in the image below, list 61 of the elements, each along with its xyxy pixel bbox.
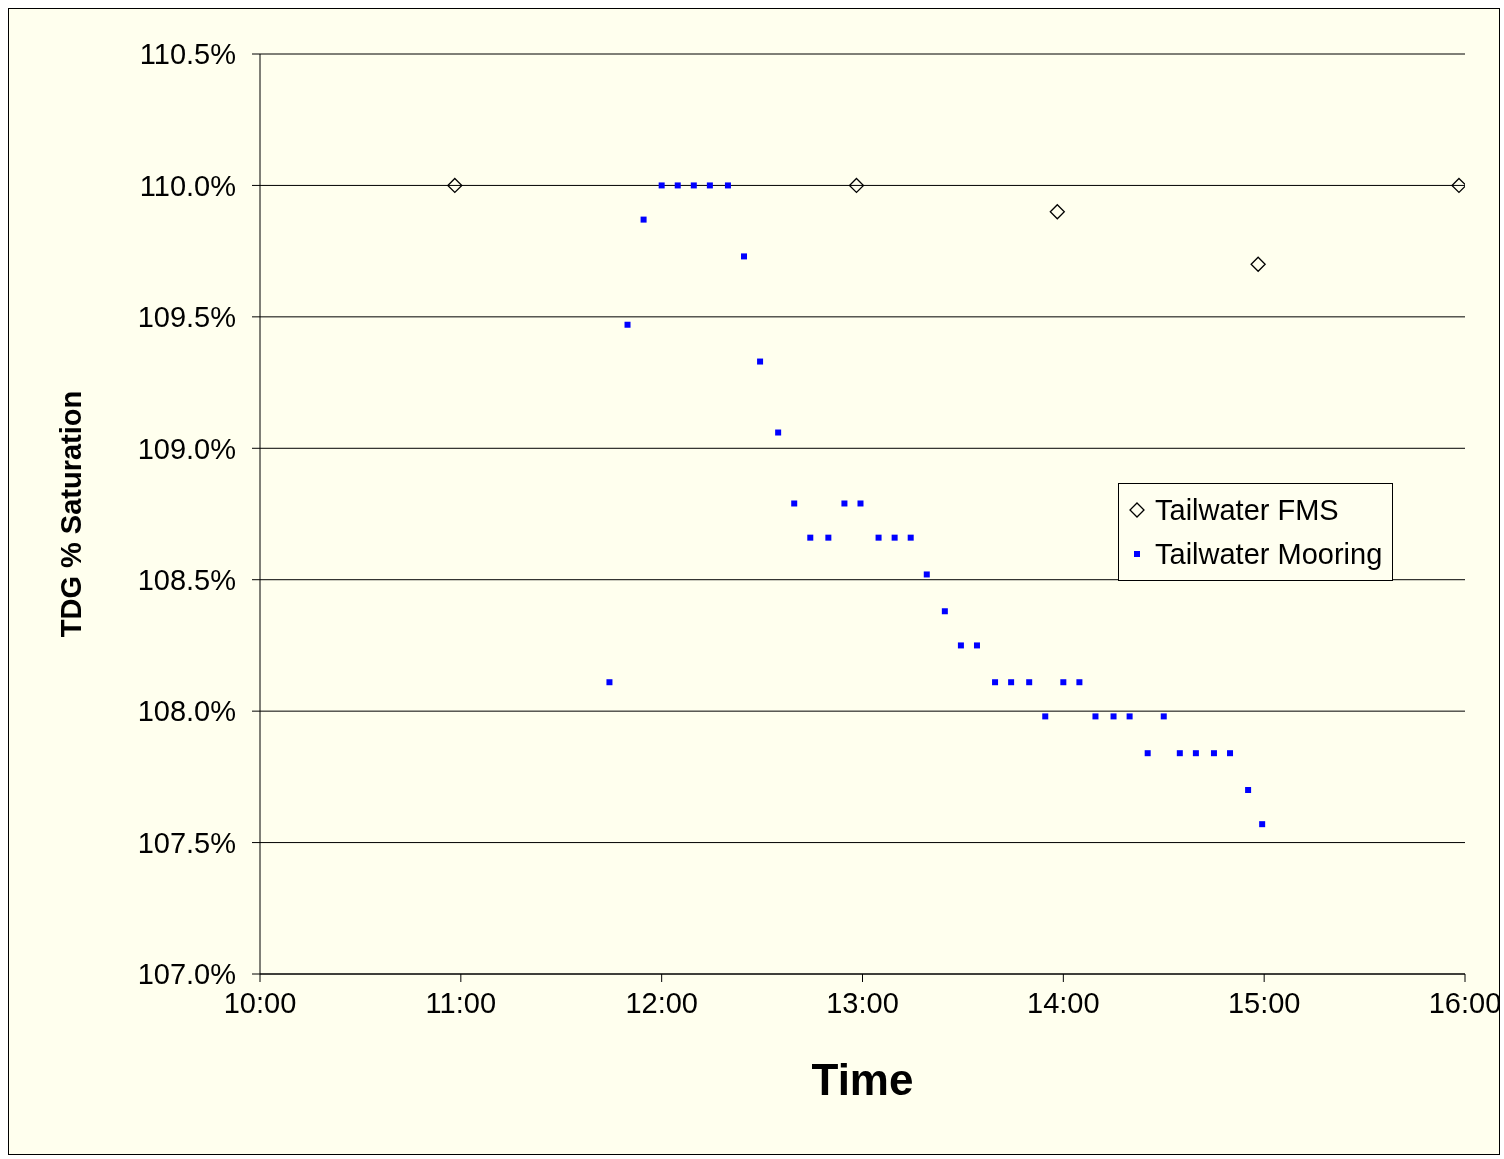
point [973,642,980,649]
point [606,679,613,686]
point [1250,256,1266,272]
legend-label: Tailwater Mooring [1155,537,1383,572]
point [1144,750,1151,757]
point [706,182,713,189]
point [848,177,865,194]
y-tick-label: 109.0% [137,432,236,465]
point [1110,713,1117,720]
point [957,642,964,649]
y-tick-label: 108.5% [137,564,236,597]
point [741,253,748,260]
point [1008,679,1015,686]
point [841,500,848,507]
point [447,177,463,194]
point [1192,750,1199,757]
point [907,534,914,541]
point [1259,821,1266,828]
point [674,182,681,189]
x-tick-label: 15:00 [1227,986,1301,1019]
y-tick-label: 110.5% [139,38,236,71]
point [1076,679,1083,686]
point [1060,679,1067,686]
point [624,321,631,328]
point [1042,713,1049,720]
x-tick-label: 12:00 [625,986,698,1019]
point [1176,750,1183,757]
point [1451,177,1465,194]
point [1126,713,1133,720]
point [724,182,731,189]
point [857,500,864,507]
point [640,216,647,223]
y-axis-title: TDG % Saturation [55,390,88,638]
y-tick-label: 110.0% [139,169,236,202]
y-tick-label: 107.5% [137,826,236,859]
point [923,571,930,578]
point [791,500,798,507]
x-axis-title: Time [811,1055,914,1105]
x-tick-label: 14:00 [1027,986,1100,1019]
point [941,608,948,615]
point [891,534,898,541]
point [1210,750,1217,757]
point [807,534,814,541]
point [875,534,882,541]
point [1092,713,1099,720]
legend-label: Tailwater FMS [1155,493,1339,528]
point [1245,787,1252,793]
x-tick-label: 11:00 [425,986,497,1019]
y-tick-label: 108.0% [137,695,236,728]
point [1026,679,1033,686]
point [1227,750,1234,757]
point [690,182,697,189]
point [1160,713,1167,720]
point [992,679,999,686]
point [757,358,764,365]
point [658,182,665,189]
x-tick-label: 13:00 [826,986,899,1019]
point [825,534,832,541]
point [775,429,782,436]
y-tick-label: 109.5% [137,301,236,334]
point [1049,204,1065,220]
